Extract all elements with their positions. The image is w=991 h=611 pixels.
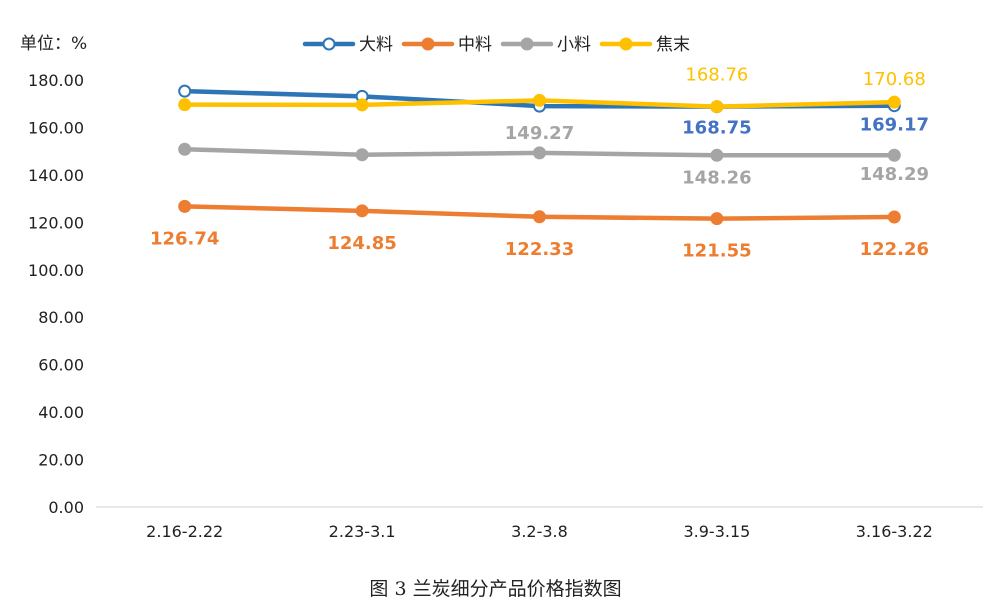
series-layer [178,84,901,226]
legend-item: 大料 [302,35,393,55]
legend-marker [619,37,633,51]
data-point [710,212,724,226]
y-tick-label: 80.00 [38,308,84,327]
y-tick-label: 60.00 [38,356,84,375]
legend-item: 中料 [401,35,492,55]
legend-label: 焦末 [656,35,690,55]
data-label: 122.26 [860,239,929,260]
data-point [887,95,901,109]
x-tick-label: 3.16-3.22 [856,522,933,541]
data-label: 168.75 [682,118,751,139]
x-tick-label: 2.16-2.22 [146,522,223,541]
y-tick-label: 180.00 [28,71,84,90]
data-label: 149.27 [505,123,574,144]
x-tick-label: 2.23-3.1 [329,522,396,541]
data-labels: 168.75 169.17 126.74 124.85 122.33 121.55 122.… [150,65,929,262]
y-tick-label: 120.00 [28,213,84,232]
legend-label: 小料 [557,35,591,55]
data-point [178,84,192,98]
data-label: 168.76 [685,65,748,86]
data-point [887,210,901,224]
x-tick-label: 3.2-3.8 [511,522,568,541]
y-tick-label: 20.00 [38,451,84,470]
legend-marker [520,37,534,51]
data-point [533,146,546,160]
y-tick-label: 0.00 [48,498,84,517]
y-tick-label: 160.00 [28,118,84,137]
data-point [355,148,369,162]
data-label: 148.26 [682,167,751,188]
data-label: 124.85 [327,233,396,254]
data-label: 122.33 [505,239,574,260]
data-point [887,148,901,162]
data-label: 121.55 [682,241,751,262]
legend-marker [421,37,435,51]
legend-item: 小料 [500,35,591,55]
x-tick-label: 3.9-3.15 [683,522,750,541]
y-tick-label: 40.00 [38,403,84,422]
data-label: 169.17 [860,115,929,136]
data-point [710,148,724,162]
series-1 [178,199,901,226]
series-3 [178,93,901,114]
legend-item: 焦末 [599,35,690,55]
figure-caption: 图 3 兰炭细分产品价格指数图 [369,578,622,600]
data-point [355,204,369,218]
y-axis: 0.00 20.00 40.00 60.00 80.00 100.00 120.00 140.… [28,71,84,517]
x-axis: 2.16-2.22 2.23-3.1 3.2-3.8 3.9-3.15 3.16-3.2… [96,506,983,541]
legend: 大料 中料 小料 焦末 [302,35,690,55]
y-tick-label: 100.00 [28,261,84,280]
data-point [178,142,192,156]
data-point [178,199,192,213]
data-point [533,210,546,224]
data-point [533,93,546,107]
data-label: 126.74 [150,228,219,249]
y-tick-label: 140.00 [28,166,84,185]
data-label: 148.29 [860,164,929,185]
data-point [710,100,724,114]
unit-label: 单位：% [20,34,87,54]
data-point [355,98,369,112]
series-2 [178,142,901,162]
data-label: 170.68 [863,69,926,90]
legend-label: 大料 [359,35,393,55]
legend-marker [322,37,336,51]
data-point [178,98,192,112]
legend-label: 中料 [458,35,492,55]
